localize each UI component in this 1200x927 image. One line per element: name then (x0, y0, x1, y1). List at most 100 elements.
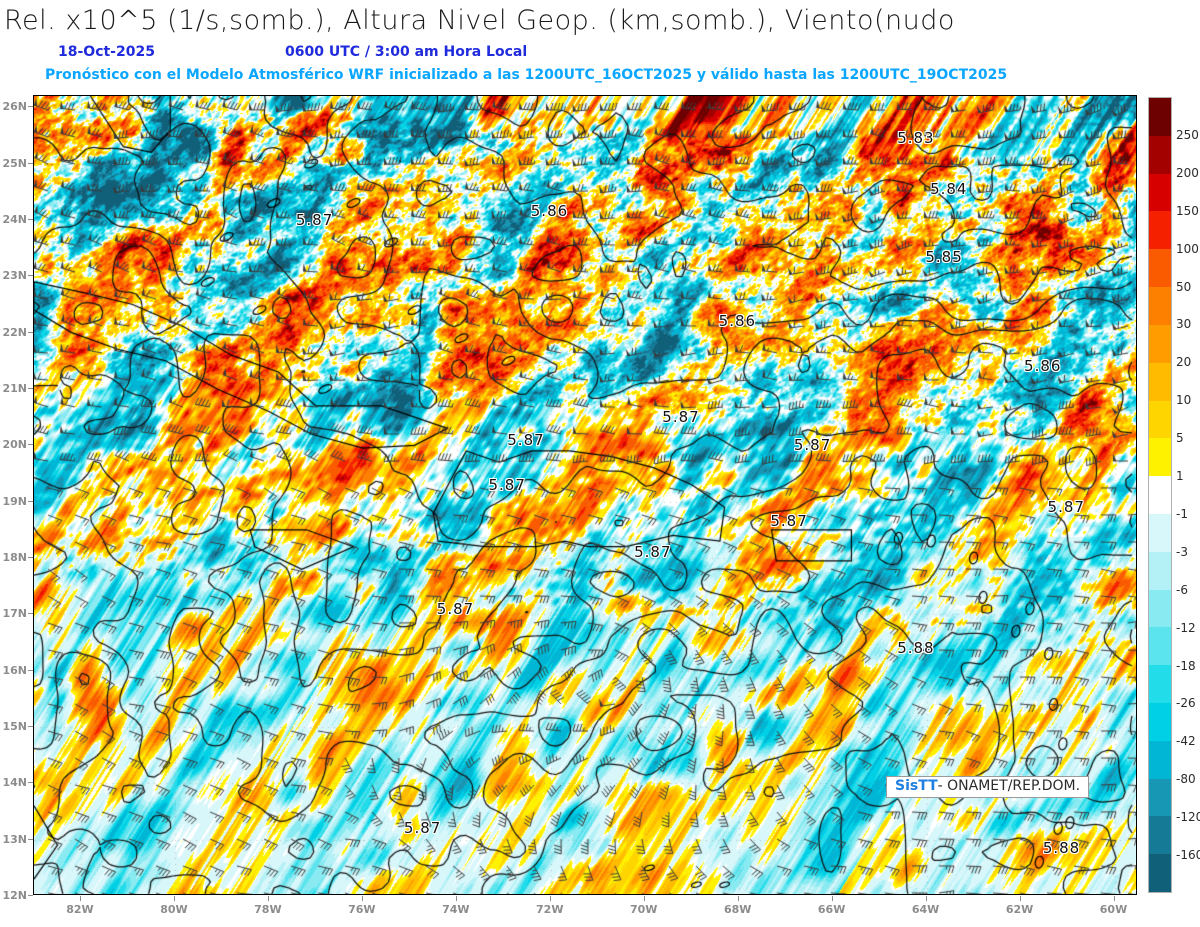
lon-tick-label: 78W (254, 903, 282, 916)
contour-label: 5.87 (488, 475, 526, 494)
lon-tick-label: 74W (442, 903, 470, 916)
colorbar-segment (1149, 362, 1171, 401)
contour-label: 5.84 (930, 179, 968, 198)
colorbar-segment (1149, 476, 1171, 514)
colorbar-segment (1149, 211, 1171, 250)
lat-tick-mark (28, 782, 33, 784)
contour-label: 5.88 (1042, 839, 1081, 858)
forecast-date: 18-Oct-2025 (58, 44, 155, 60)
lat-tick-label: 26N (2, 100, 27, 114)
lat-tick-mark (28, 218, 33, 220)
lon-tick-mark (267, 896, 269, 901)
lon-tick-label: 66W (817, 903, 846, 916)
contour-label: 5.87 (507, 430, 545, 449)
field-canvas (34, 96, 1136, 894)
lon-tick-mark (831, 896, 833, 901)
contour-label: 5.87 (295, 210, 334, 229)
lat-tick-label: 14N (2, 776, 27, 790)
lat-tick-mark (28, 895, 33, 896)
lon-tick-label: 72W (536, 903, 564, 916)
contour-label: 5.83 (897, 129, 935, 148)
lat-tick-label: 20N (2, 438, 27, 452)
lat-tick-mark (28, 613, 33, 615)
lat-tick-mark (28, 500, 33, 502)
contour-label: 5.87 (770, 512, 808, 531)
lon-tick-mark (737, 896, 739, 901)
colorbar-segment (1149, 778, 1171, 817)
colorbar-tick-label: -120 (1176, 810, 1200, 825)
lon-tick-mark (643, 896, 645, 901)
colorbar-segment (1149, 854, 1171, 893)
lon-tick-label: 64W (911, 903, 940, 916)
colorbar-tick-label: 5 (1176, 431, 1184, 446)
contour-label: 5.86 (530, 202, 569, 221)
contour-label: 5.88 (897, 639, 935, 658)
contour-label: 5.87 (436, 599, 475, 618)
lat-tick-label: 25N (2, 156, 27, 170)
colorbar-gradient (1148, 97, 1172, 893)
colorbar-tick-label: -1 (1176, 506, 1188, 521)
lat-tick-label: 17N (2, 607, 27, 621)
colorbar-tick-label: 50 (1176, 279, 1192, 294)
colorbar-tick-labels: 250 200 150 100 50 30 20 10 5 1 -1 -3 -6 -12 -18 -26 -42… (1174, 95, 1200, 895)
lat-tick-label: 18N (2, 550, 27, 564)
map-plot-area[interactable]: 5.83 5.84 5.86 5.87 5.85 5.86 5.86 5.87 5.87 5.87… (33, 95, 1137, 895)
contour-label: 5.87 (1047, 498, 1085, 517)
lat-tick-label: 13N (2, 832, 27, 846)
contour-label: 5.87 (793, 436, 832, 455)
lat-tick-mark (28, 556, 33, 558)
colorbar-segment (1149, 173, 1171, 212)
lon-tick-label: 80W (160, 903, 188, 916)
contour-label: 5.87 (634, 543, 672, 562)
watermark-brand: SisTT (895, 778, 938, 794)
lat-tick-mark (28, 725, 33, 727)
lat-tick-label: 22N (2, 325, 27, 339)
lon-tick-mark (549, 896, 551, 901)
lat-tick-mark (28, 106, 33, 108)
lon-tick-mark (1113, 896, 1115, 901)
colorbar-tick-label: -42 (1176, 734, 1196, 749)
colorbar-tick-label: -80 (1176, 772, 1196, 787)
colorbar: 250 200 150 100 50 30 20 10 5 1 -1 -3 -6 -12 -18 -26 -42… (1146, 95, 1200, 895)
contour-label: 5.86 (1024, 357, 1062, 376)
contour-label: 5.87 (662, 408, 700, 427)
colorbar-tick-label: 250 (1176, 127, 1199, 142)
lat-tick-label: 21N (2, 381, 27, 395)
lon-tick-label: 70W (629, 903, 658, 916)
lat-tick-mark (28, 162, 33, 164)
subtitle-model-note: Pronóstico con el Modelo Atmosférico WRF… (0, 64, 1200, 86)
subtitle-datetime: 18-Oct-2025 0600 UTC / 3:00 am Hora Loca… (0, 42, 700, 62)
colorbar-tick-label: -6 (1176, 582, 1188, 597)
colorbar-tick-label: 150 (1176, 203, 1199, 218)
lon-tick-label: 62W (1005, 903, 1034, 916)
colorbar-segment (1149, 589, 1171, 628)
colorbar-tick-label: -160 (1176, 848, 1200, 863)
colorbar-tick-label: 1 (1176, 469, 1184, 484)
lat-tick-label: 16N (2, 663, 27, 677)
colorbar-segment (1149, 627, 1171, 666)
lon-tick-mark (1019, 896, 1021, 901)
lat-tick-label: 15N (2, 719, 27, 733)
contour-label: 5.86 (718, 312, 757, 331)
colorbar-tick-label: 100 (1176, 241, 1199, 256)
vorticity-field (34, 96, 1136, 894)
colorbar-segment (1149, 400, 1171, 439)
lat-tick-mark (28, 444, 33, 446)
forecast-time: 0600 UTC / 3:00 am Hora Local (285, 44, 528, 60)
colorbar-segment (1149, 740, 1171, 779)
colorbar-segment (1149, 438, 1171, 477)
lat-tick-label: 23N (2, 269, 27, 283)
colorbar-segment (1149, 98, 1171, 136)
lon-tick-mark (173, 896, 175, 901)
lon-tick-mark (925, 896, 927, 901)
colorbar-segment (1149, 324, 1171, 363)
colorbar-segment (1149, 665, 1171, 703)
lat-tick-label: 12N (2, 889, 27, 902)
colorbar-segment (1149, 816, 1171, 855)
colorbar-tick-label: -12 (1176, 620, 1196, 635)
contour-label: 5.85 (925, 247, 963, 266)
colorbar-tick-label: 10 (1176, 393, 1192, 408)
lon-tick-label: 68W (723, 903, 752, 916)
colorbar-tick-label: 200 (1176, 165, 1199, 180)
